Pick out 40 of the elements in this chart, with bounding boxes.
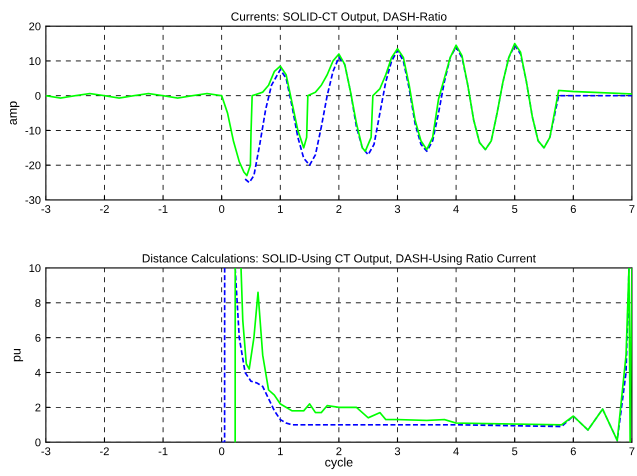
x-tick-label: 3 [394, 205, 400, 213]
x-tick-label: 1 [278, 205, 283, 213]
x-tick-label: -1 [158, 205, 168, 213]
x-tick-label: 7 [629, 205, 634, 213]
x-tick-label: 0 [219, 205, 224, 213]
x-tick-label: 5 [512, 447, 518, 456]
y-tick-label: -20 [25, 161, 41, 170]
x-tick-label: 1 [278, 447, 283, 456]
x-tick-label: 2 [336, 447, 342, 456]
x-tick-label: 5 [512, 205, 518, 213]
y-axis-title: amp [10, 101, 20, 125]
chart-title: Distance Calculations: SOLID-Using CT Output, DASH-Using Ratio Current [142, 254, 536, 265]
x-tick-label: 6 [570, 205, 576, 213]
chart-title: Currents: SOLID-CT Output, DASH-Ratio [231, 12, 447, 24]
y-tick-label: 20 [29, 22, 41, 30]
y-tick-label: 0 [35, 92, 41, 100]
x-axis-title: cycle [325, 457, 353, 470]
line-series [46, 42, 632, 176]
x-tick-label: 0 [219, 447, 224, 456]
y-tick-label: 4 [35, 368, 41, 377]
x-tick-label: -2 [100, 447, 109, 456]
y-tick-label: 10 [29, 57, 41, 66]
x-tick-label: 6 [570, 447, 576, 456]
y-tick-label: 8 [35, 299, 41, 307]
x-tick-label: -1 [158, 447, 168, 456]
y-tick-label: -10 [25, 126, 41, 135]
y-tick-label: 10 [29, 264, 41, 272]
x-tick-label: 4 [453, 205, 459, 213]
x-tick-label: 7 [629, 447, 634, 456]
x-tick-label: -3 [41, 205, 50, 213]
x-tick-label: 3 [394, 447, 400, 456]
y-tick-label: 2 [35, 404, 40, 412]
x-tick-label: -3 [41, 447, 50, 456]
x-tick-label: -2 [100, 205, 109, 213]
y-axis-title: pu [14, 348, 24, 362]
x-tick-label: 4 [453, 447, 459, 456]
y-tick-label: -30 [25, 196, 41, 204]
y-tick-label: 6 [35, 334, 41, 342]
y-tick-label: 0 [35, 438, 41, 446]
x-tick-label: 2 [336, 205, 342, 213]
